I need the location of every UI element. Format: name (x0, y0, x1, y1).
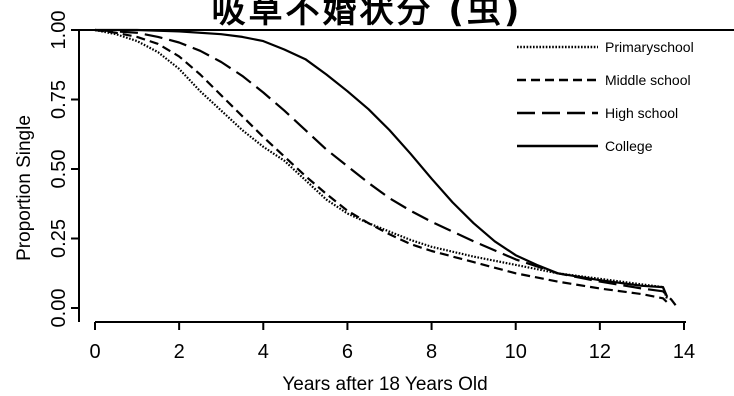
chart-title-cropped: 吸草不婚状分 (虫) (211, 0, 523, 31)
x-tick-label: 8 (426, 341, 437, 363)
series-line-4 (95, 28, 669, 298)
legend: Primaryschool Middle school High school Col… (517, 39, 694, 154)
x-tick-label: 14 (673, 341, 695, 363)
series-line-1 (94, 28, 669, 301)
x-tick-label: 10 (505, 341, 527, 363)
x-tick-label: 0 (89, 341, 100, 363)
x-tick-label: 4 (258, 341, 269, 363)
y-tick-label: 0.75 (48, 80, 70, 119)
x-tick-label: 12 (589, 341, 611, 363)
legend-label: College (605, 138, 653, 154)
x-tick-label: 2 (174, 341, 185, 363)
legend-label: Primaryschool (605, 39, 694, 55)
y-tick-label: 0.25 (48, 219, 70, 258)
y-axis-title: Proportion Single (14, 115, 35, 261)
x-tick-label: 6 (342, 341, 353, 363)
legend-label: High school (605, 105, 678, 121)
y-axis-ticks: 0.00 0.25 0.50 0.75 1.00 (48, 11, 79, 328)
series-line-2 (94, 28, 668, 304)
y-tick-label: 0.00 (48, 289, 70, 328)
y-tick-label: 1.00 (48, 11, 70, 50)
series-lines (94, 28, 677, 306)
series-line-3 (94, 28, 677, 306)
x-axis-ticks: 0 2 4 6 8 10 12 14 (89, 322, 695, 363)
y-tick-label: 0.50 (48, 150, 70, 189)
x-axis-title: Years after 18 Years Old (282, 374, 487, 395)
legend-label: Middle school (605, 72, 691, 88)
